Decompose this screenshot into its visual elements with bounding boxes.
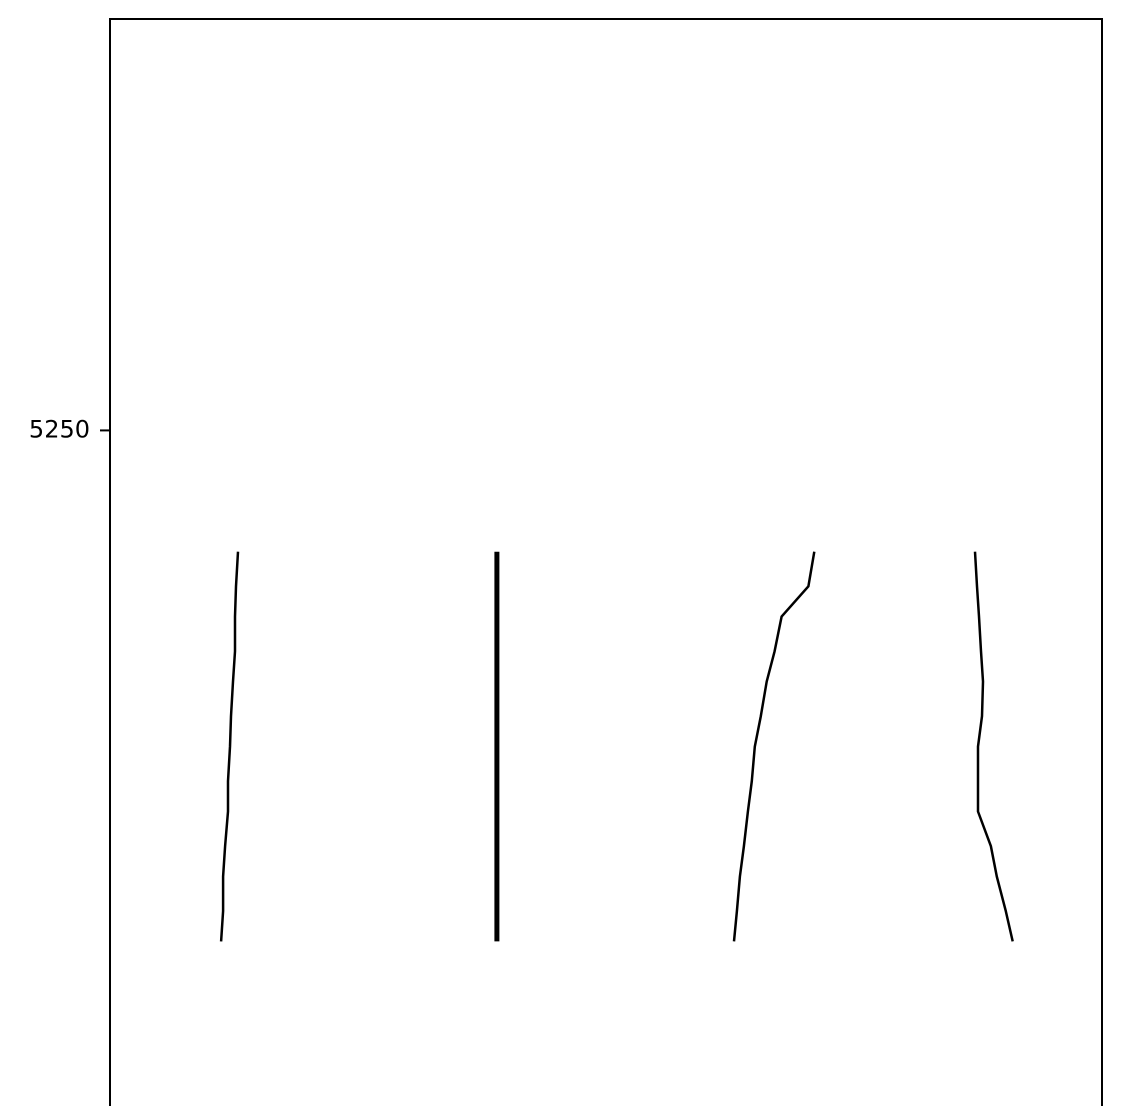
series-layer — [219, 551, 1014, 942]
series-line-4 — [973, 551, 1014, 942]
y-tick-label: 5250 — [29, 415, 90, 443]
plot-background — [110, 19, 1102, 1106]
series-line-1 — [219, 551, 240, 942]
plot-frame — [109, 18, 1103, 1106]
y-axis-ticks: 5250 — [29, 415, 110, 443]
series-line-3 — [732, 551, 816, 942]
